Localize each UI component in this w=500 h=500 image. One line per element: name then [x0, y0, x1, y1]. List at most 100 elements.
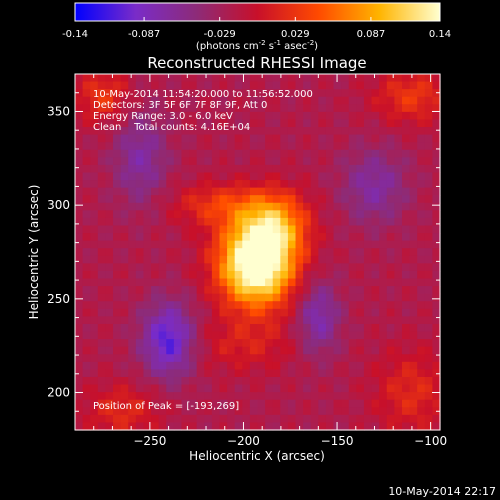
heatmap-cell	[113, 392, 122, 401]
heatmap-cell	[333, 278, 342, 287]
heatmap-cell	[196, 407, 205, 416]
heatmap-cell	[325, 187, 335, 196]
heatmap-cell	[211, 407, 221, 416]
heatmap-cell	[151, 74, 160, 83]
heatmap-cell	[417, 278, 426, 287]
heatmap-cell	[341, 81, 350, 90]
heatmap-cell	[249, 384, 259, 393]
heatmap-cell	[325, 399, 335, 408]
heatmap-cell	[257, 240, 266, 249]
heatmap-cell	[211, 354, 221, 363]
heatmap-cell	[356, 278, 365, 287]
heatmap-cell	[249, 195, 259, 204]
heatmap-cell	[120, 225, 129, 234]
heatmap-cell	[82, 422, 91, 431]
heatmap-cell	[409, 255, 418, 264]
heatmap-cell	[394, 392, 403, 401]
heatmap-cell	[265, 142, 274, 151]
heatmap-cell	[432, 127, 441, 136]
heatmap-cell	[432, 392, 441, 401]
heatmap-cell	[128, 127, 137, 136]
heatmap-cell	[82, 293, 91, 302]
heatmap-cell	[158, 293, 167, 302]
heatmap-cell	[135, 301, 145, 310]
heatmap-cell	[242, 369, 251, 378]
heatmap-cell	[158, 339, 167, 348]
heatmap-cell	[325, 225, 335, 234]
heatmap-cell	[196, 210, 205, 219]
heatmap-cell	[386, 384, 395, 393]
heatmap-cell	[173, 369, 183, 378]
x-tick-label: −200	[227, 434, 260, 448]
heatmap-cell	[356, 369, 365, 378]
heatmap-cell	[90, 346, 99, 355]
heatmap-cell	[234, 414, 243, 424]
heatmap-cell	[386, 248, 395, 257]
heatmap-cell	[401, 240, 411, 249]
heatmap-cell	[265, 414, 274, 424]
heatmap-cell	[356, 316, 365, 325]
heatmap-cell	[82, 225, 91, 234]
heatmap-cell	[287, 369, 297, 378]
heatmap-cell	[401, 210, 411, 219]
heatmap-cell	[90, 89, 99, 98]
heatmap-cell	[348, 127, 357, 136]
heatmap-cell	[204, 119, 213, 128]
heatmap-cell	[249, 217, 259, 227]
heatmap-cell	[379, 233, 388, 242]
heatmap-cell	[211, 316, 221, 325]
heatmap-cell	[386, 422, 395, 431]
heatmap-cell	[211, 134, 221, 143]
heatmap-cell	[227, 392, 236, 401]
heatmap-cell	[234, 384, 243, 393]
heatmap-cell	[227, 369, 236, 378]
heatmap-cell	[310, 384, 319, 393]
heatmap-cell	[211, 172, 221, 181]
heatmap-cell	[120, 195, 129, 204]
heatmap-cell	[97, 240, 107, 249]
heatmap-cell	[181, 255, 190, 264]
heatmap-cell	[211, 187, 221, 196]
heatmap-cell	[333, 346, 342, 355]
heatmap-cell	[173, 187, 183, 196]
heatmap-cell	[386, 407, 395, 416]
heatmap-cell	[303, 217, 312, 227]
heatmap-cell	[249, 263, 259, 272]
heatmap-cell	[82, 354, 91, 363]
heatmap-cell	[424, 331, 433, 340]
heatmap-cell	[401, 81, 411, 90]
heatmap-cell	[394, 308, 403, 317]
heatmap-cell	[105, 240, 114, 249]
heatmap-cell	[158, 376, 167, 386]
heatmap-cell	[409, 354, 418, 363]
heatmap-cell	[280, 316, 289, 325]
heatmap-cell	[158, 240, 167, 249]
heatmap-cell	[75, 361, 84, 370]
heatmap-cell	[310, 187, 319, 196]
heatmap-cell	[341, 164, 350, 174]
heatmap-cell	[227, 157, 236, 166]
heatmap-cell	[189, 149, 198, 158]
heatmap-cell	[386, 278, 395, 287]
heatmap-cell	[424, 270, 433, 280]
heatmap-cell	[211, 384, 221, 393]
heatmap-cell	[166, 81, 175, 90]
heatmap-cell	[219, 278, 228, 287]
heatmap-cell	[303, 96, 312, 105]
heatmap-cell	[242, 81, 251, 90]
heatmap-cell	[143, 134, 152, 143]
heatmap-cell	[333, 392, 342, 401]
heatmap-cell	[135, 399, 145, 408]
heatmap-cell	[303, 263, 312, 272]
heatmap-cell	[272, 255, 281, 264]
heatmap-cell	[310, 142, 319, 151]
heatmap-cell	[432, 278, 441, 287]
heatmap-cell	[409, 217, 418, 227]
heatmap-cell	[151, 407, 160, 416]
heatmap-cell	[356, 354, 365, 363]
heatmap-cell	[287, 255, 297, 264]
heatmap-cell	[303, 89, 312, 98]
heatmap-cell	[128, 217, 137, 227]
heatmap-cell	[379, 339, 388, 348]
heatmap-cell	[211, 331, 221, 340]
